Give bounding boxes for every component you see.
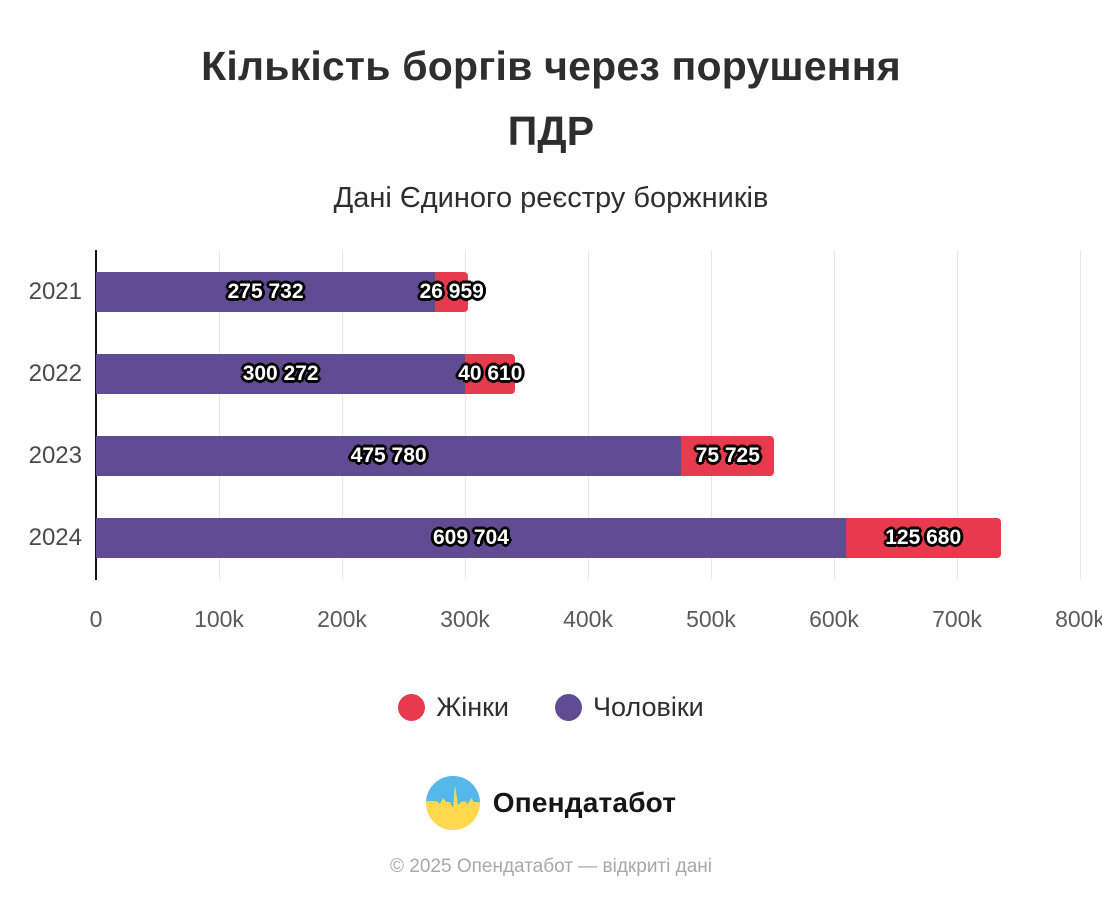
legend-dot-icon — [555, 694, 582, 721]
brand-row: Опендатабот — [0, 776, 1102, 830]
opendatabot-logo-icon — [425, 776, 480, 830]
chart-subtitle: Дані Єдиного реєстру боржників — [333, 182, 769, 214]
gridline — [588, 250, 589, 579]
bar-value-label-men: 475 780 — [350, 444, 427, 467]
bar-value-label-women: 125 680 — [885, 526, 962, 549]
x-axis-tick-label: 700k — [932, 606, 982, 632]
y-axis-label: 2024 — [28, 524, 82, 551]
gridline — [711, 250, 712, 579]
legend-item-Жінки: Жінки — [398, 692, 509, 723]
legend-dot-icon — [398, 694, 426, 721]
bar-segment-women: 26 959 — [420, 272, 484, 312]
bar-value-label-men: 609 704 — [433, 526, 509, 549]
chart-legend: Жінки Чоловіки — [0, 692, 1102, 723]
bar-segment-men: 475 780 — [96, 436, 682, 476]
gridline — [1080, 250, 1081, 579]
bar-segment-men: 609 704 — [96, 518, 846, 558]
bar-value-label-men: 300 272 — [242, 362, 319, 385]
gridline — [834, 250, 835, 579]
x-axis-tick-label: 300k — [440, 606, 490, 632]
y-axis-label: 2022 — [28, 360, 82, 387]
gridline — [342, 250, 343, 579]
gridline — [957, 250, 958, 579]
bar-row-2023: 2023 475 780 75 725 — [29, 436, 1080, 476]
bar-segment-women: 75 725 — [681, 436, 775, 476]
bar-segment-women: 125 680 — [845, 518, 1001, 558]
gridline — [219, 250, 220, 579]
bar-value-label-women: 26 959 — [419, 280, 484, 303]
copyright-text: © 2025 Опендатабот — відкриті дані — [390, 856, 712, 877]
legend-item-Чоловіки: Чоловіки — [555, 692, 704, 723]
gridline — [465, 250, 466, 579]
bar-value-label-women: 75 725 — [695, 444, 760, 467]
bar-segment-men: 275 732 — [96, 272, 436, 312]
bar-value-label-men: 275 732 — [227, 280, 304, 303]
y-axis-line — [95, 250, 97, 580]
y-axis-label: 2021 — [28, 278, 82, 305]
bar-segment-women: 40 610 — [458, 354, 522, 394]
bar-chart-plot: 2021 275 732 26 959 2022 300 272 40 610 2023 47… — [29, 250, 1102, 632]
bar-row-2021: 2021 275 732 26 959 — [29, 272, 1080, 312]
x-axis-tick-label: 0 — [89, 606, 103, 632]
x-axis-tick-label: 500k — [686, 606, 736, 632]
legend-label: Чоловіки — [593, 692, 704, 722]
bar-value-label-women: 40 610 — [458, 362, 523, 385]
x-axis-tick-label: 100k — [194, 606, 244, 632]
bar-row-2022: 2022 300 272 40 610 — [29, 354, 1080, 394]
chart-title: Кількість боргів через порушення ПДР — [201, 43, 901, 154]
brand-name: Опендатабот — [492, 787, 677, 818]
x-axis-tick-label: 800k — [1055, 606, 1102, 632]
bar-segment-men: 300 272 — [96, 354, 466, 394]
x-axis-tick-label: 400k — [563, 606, 613, 632]
legend-label: Жінки — [436, 692, 509, 722]
x-axis-tick-label: 600k — [809, 606, 859, 632]
x-axis-tick-label: 200k — [317, 606, 367, 632]
bar-row-2024: 2024 609 704 125 680 — [29, 518, 1080, 558]
y-axis-label: 2023 — [28, 442, 82, 469]
